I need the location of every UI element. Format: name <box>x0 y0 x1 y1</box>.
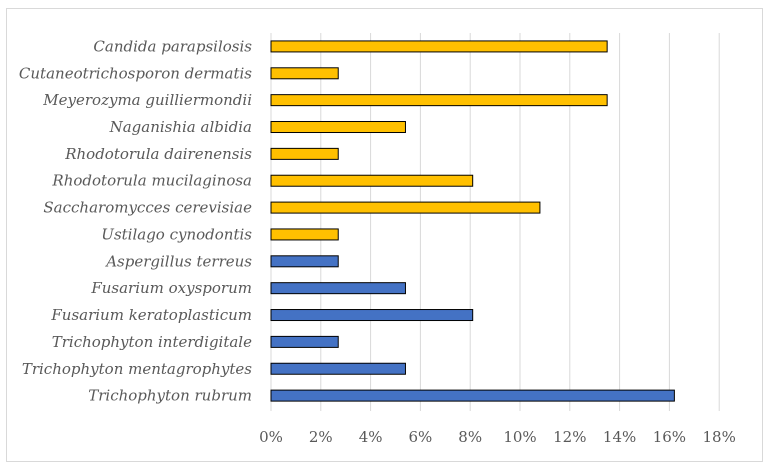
x-tick-label: 2% <box>309 428 333 446</box>
x-tick-label: 8% <box>458 428 482 446</box>
bar-candida-parapsilosis <box>270 40 608 53</box>
bar-cutaneotrichosporon-dermatis <box>270 67 339 80</box>
bar-trichophyton-interdigitale <box>270 335 339 348</box>
category-label: Meyerozyma guilliermondii <box>42 91 252 109</box>
category-label: Saccharomycces cerevisiae <box>43 199 252 217</box>
gridlines <box>270 33 720 411</box>
x-tick-label: 4% <box>359 428 383 446</box>
bar-naganishia-albidia <box>270 121 406 134</box>
category-label: Trichophyton interdigitale <box>52 333 252 351</box>
x-tick-label: 6% <box>409 428 433 446</box>
category-label: Ustilago cynodontis <box>101 225 252 243</box>
category-label: Rhodotorula dairenensis <box>64 145 252 163</box>
category-label: Rhodotorula mucilaginosa <box>51 172 252 190</box>
x-tick-label: 16% <box>653 428 686 446</box>
category-label: Candida parapsilosis <box>93 37 252 55</box>
bar-rhodotorula-mucilaginosa <box>270 174 474 187</box>
bars <box>270 40 675 402</box>
bar-fusarium-oxysporum <box>270 282 406 295</box>
bar-ustilago-cynodontis <box>270 228 339 241</box>
bar-rhodotorula-dairenensis <box>270 147 339 160</box>
bar-aspergillus-terreus <box>270 255 339 268</box>
bar-trichophyton-mentagrophytes <box>270 362 406 375</box>
bar-trichophyton-rubrum <box>270 389 675 402</box>
x-tick-label: 0% <box>259 428 283 446</box>
category-label: Trichophyton rubrum <box>88 387 252 405</box>
category-label: Fusarium oxysporum <box>90 279 252 297</box>
x-tick-label: 12% <box>553 428 586 446</box>
bar-fusarium-keratoplasticum <box>270 309 474 322</box>
x-tick-label: 10% <box>503 428 536 446</box>
category-labels: Candida parapsilosis Cutaneotrichosporon … <box>19 37 252 404</box>
x-tick-label: 14% <box>603 428 636 446</box>
bar-saccharomycces-cerevisiae <box>270 201 541 214</box>
category-label: Naganishia albidia <box>109 118 252 136</box>
bar-meyerozyma-guilliermondii <box>270 94 608 107</box>
x-axis-tick-labels: 0% 2% 4% 6% 8% 10% 12% 14% 16% 18% <box>259 428 736 446</box>
x-tick-label: 18% <box>703 428 736 446</box>
category-label: Fusarium keratoplasticum <box>50 306 252 324</box>
category-label: Cutaneotrichosporon dermatis <box>19 64 252 82</box>
category-label: Aspergillus terreus <box>104 252 252 270</box>
chart-frame <box>6 8 763 462</box>
category-label: Trichophyton mentagrophytes <box>22 360 252 378</box>
